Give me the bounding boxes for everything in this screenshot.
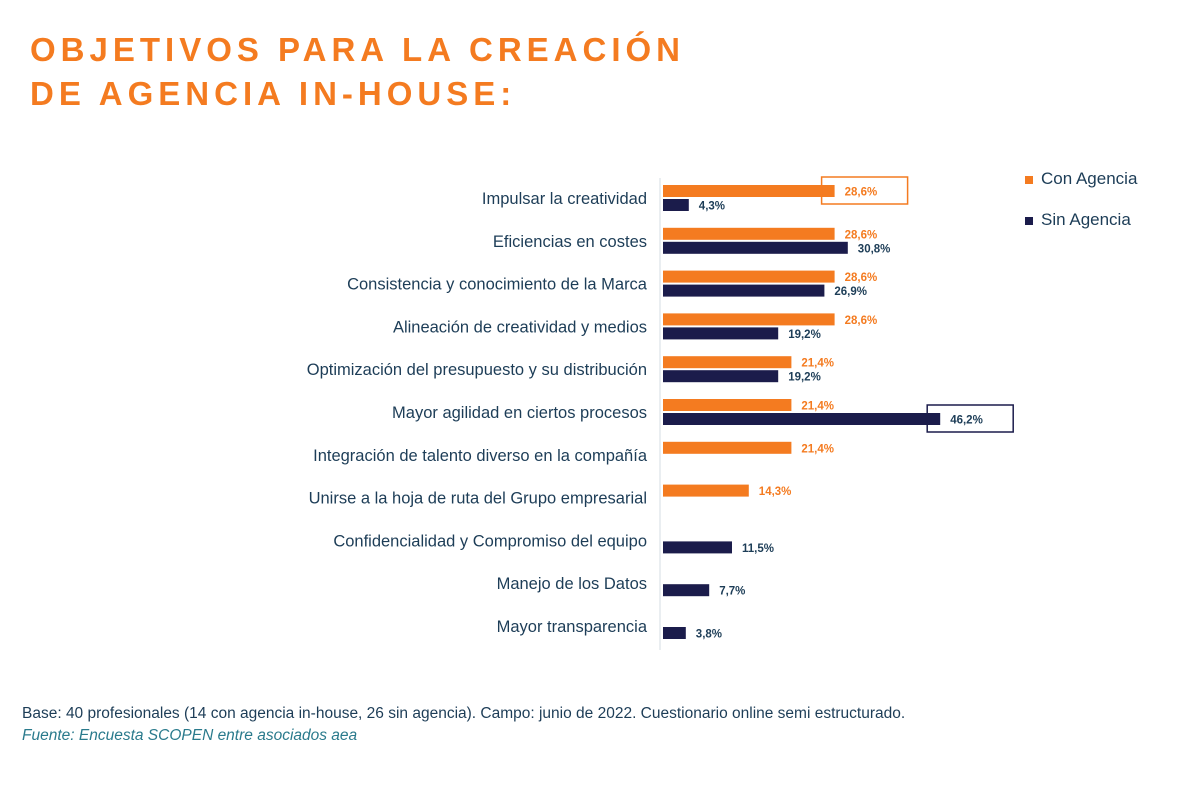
data-label: 28,6%: [845, 315, 878, 327]
data-label: 19,2%: [788, 329, 821, 341]
category-label: Mayor agilidad en ciertos procesos: [392, 404, 647, 422]
bar-sin-agencia: [663, 541, 732, 554]
data-label: 19,2%: [788, 372, 821, 384]
data-label: 30,8%: [858, 243, 891, 255]
page-title: OBJETIVOS PARA LA CREACIÓN DE AGENCIA IN…: [30, 28, 685, 116]
bar-sin-agencia: [663, 241, 848, 254]
data-label: 26,9%: [834, 286, 867, 298]
data-label: 14,3%: [759, 486, 792, 498]
data-label: 21,4%: [801, 401, 834, 413]
category-label: Eficiencias en costes: [493, 233, 647, 251]
bar-con-agencia: [663, 356, 792, 369]
bar-sin-agencia: [663, 199, 689, 211]
legend-swatch-con-agencia: [1025, 176, 1033, 184]
bar-con-agencia: [663, 227, 835, 240]
footnote-base: Base: 40 profesionales (14 con agencia i…: [22, 705, 906, 722]
bar-sin-agencia: [663, 327, 779, 340]
footnote: Base: 40 profesionales (14 con agencia i…: [22, 703, 905, 747]
category-label: Consistencia y conocimiento de la Marca: [347, 276, 648, 294]
bar-sin-agencia: [663, 370, 779, 383]
category-label: Alineación de creatividad y medios: [393, 318, 647, 336]
bar-sin-agencia: [663, 284, 825, 297]
legend-swatch-sin-agencia: [1025, 217, 1033, 225]
data-label: 4,3%: [699, 201, 725, 213]
highlight-box: [926, 404, 1014, 433]
category-label: Confidencialidad y Compromiso del equipo: [333, 532, 647, 550]
legend-label: Con Agencia: [1041, 169, 1138, 188]
data-label: 28,6%: [845, 229, 878, 241]
bar-sin-agencia: [663, 584, 710, 597]
legend-label: Sin Agencia: [1041, 210, 1131, 229]
bar-con-agencia: [663, 441, 792, 454]
bar-con-agencia: [663, 185, 835, 197]
category-label: Impulsar la creatividad: [482, 190, 647, 208]
data-label: 21,4%: [801, 443, 834, 455]
bar-con-agencia: [663, 313, 835, 326]
data-label: 3,8%: [696, 629, 722, 641]
title-line-1: OBJETIVOS PARA LA CREACIÓN: [30, 31, 685, 68]
bar-sin-agencia: [663, 627, 686, 639]
title-line-2: DE AGENCIA IN-HOUSE:: [30, 75, 517, 112]
data-label: 21,4%: [801, 358, 834, 370]
bar-chart: Impulsar la creatividad 28,6% 4,3% Eficienc…: [307, 169, 1138, 650]
data-label: 46,2%: [950, 415, 983, 427]
category-label: Mayor transparencia: [497, 618, 648, 636]
bar-sin-agencia: [663, 413, 941, 425]
highlight-box: [820, 176, 909, 205]
bar-con-agencia: [663, 399, 792, 411]
category-label: Manejo de los Datos: [497, 575, 647, 593]
data-label: 7,7%: [719, 586, 745, 598]
category-label: Unirse a la hoja de ruta del Grupo empre…: [309, 490, 647, 508]
data-label: 11,5%: [742, 543, 774, 555]
category-label: Optimización del presupuesto y su distri…: [307, 361, 647, 379]
data-label: 28,6%: [845, 272, 878, 284]
category-label: Integración de talento diverso en la com…: [313, 447, 648, 465]
bar-con-agencia: [663, 270, 835, 283]
footnote-source: Fuente: Encuesta SCOPEN entre asociados …: [22, 727, 358, 744]
data-label: 28,6%: [845, 187, 878, 199]
bar-con-agencia: [663, 484, 749, 497]
